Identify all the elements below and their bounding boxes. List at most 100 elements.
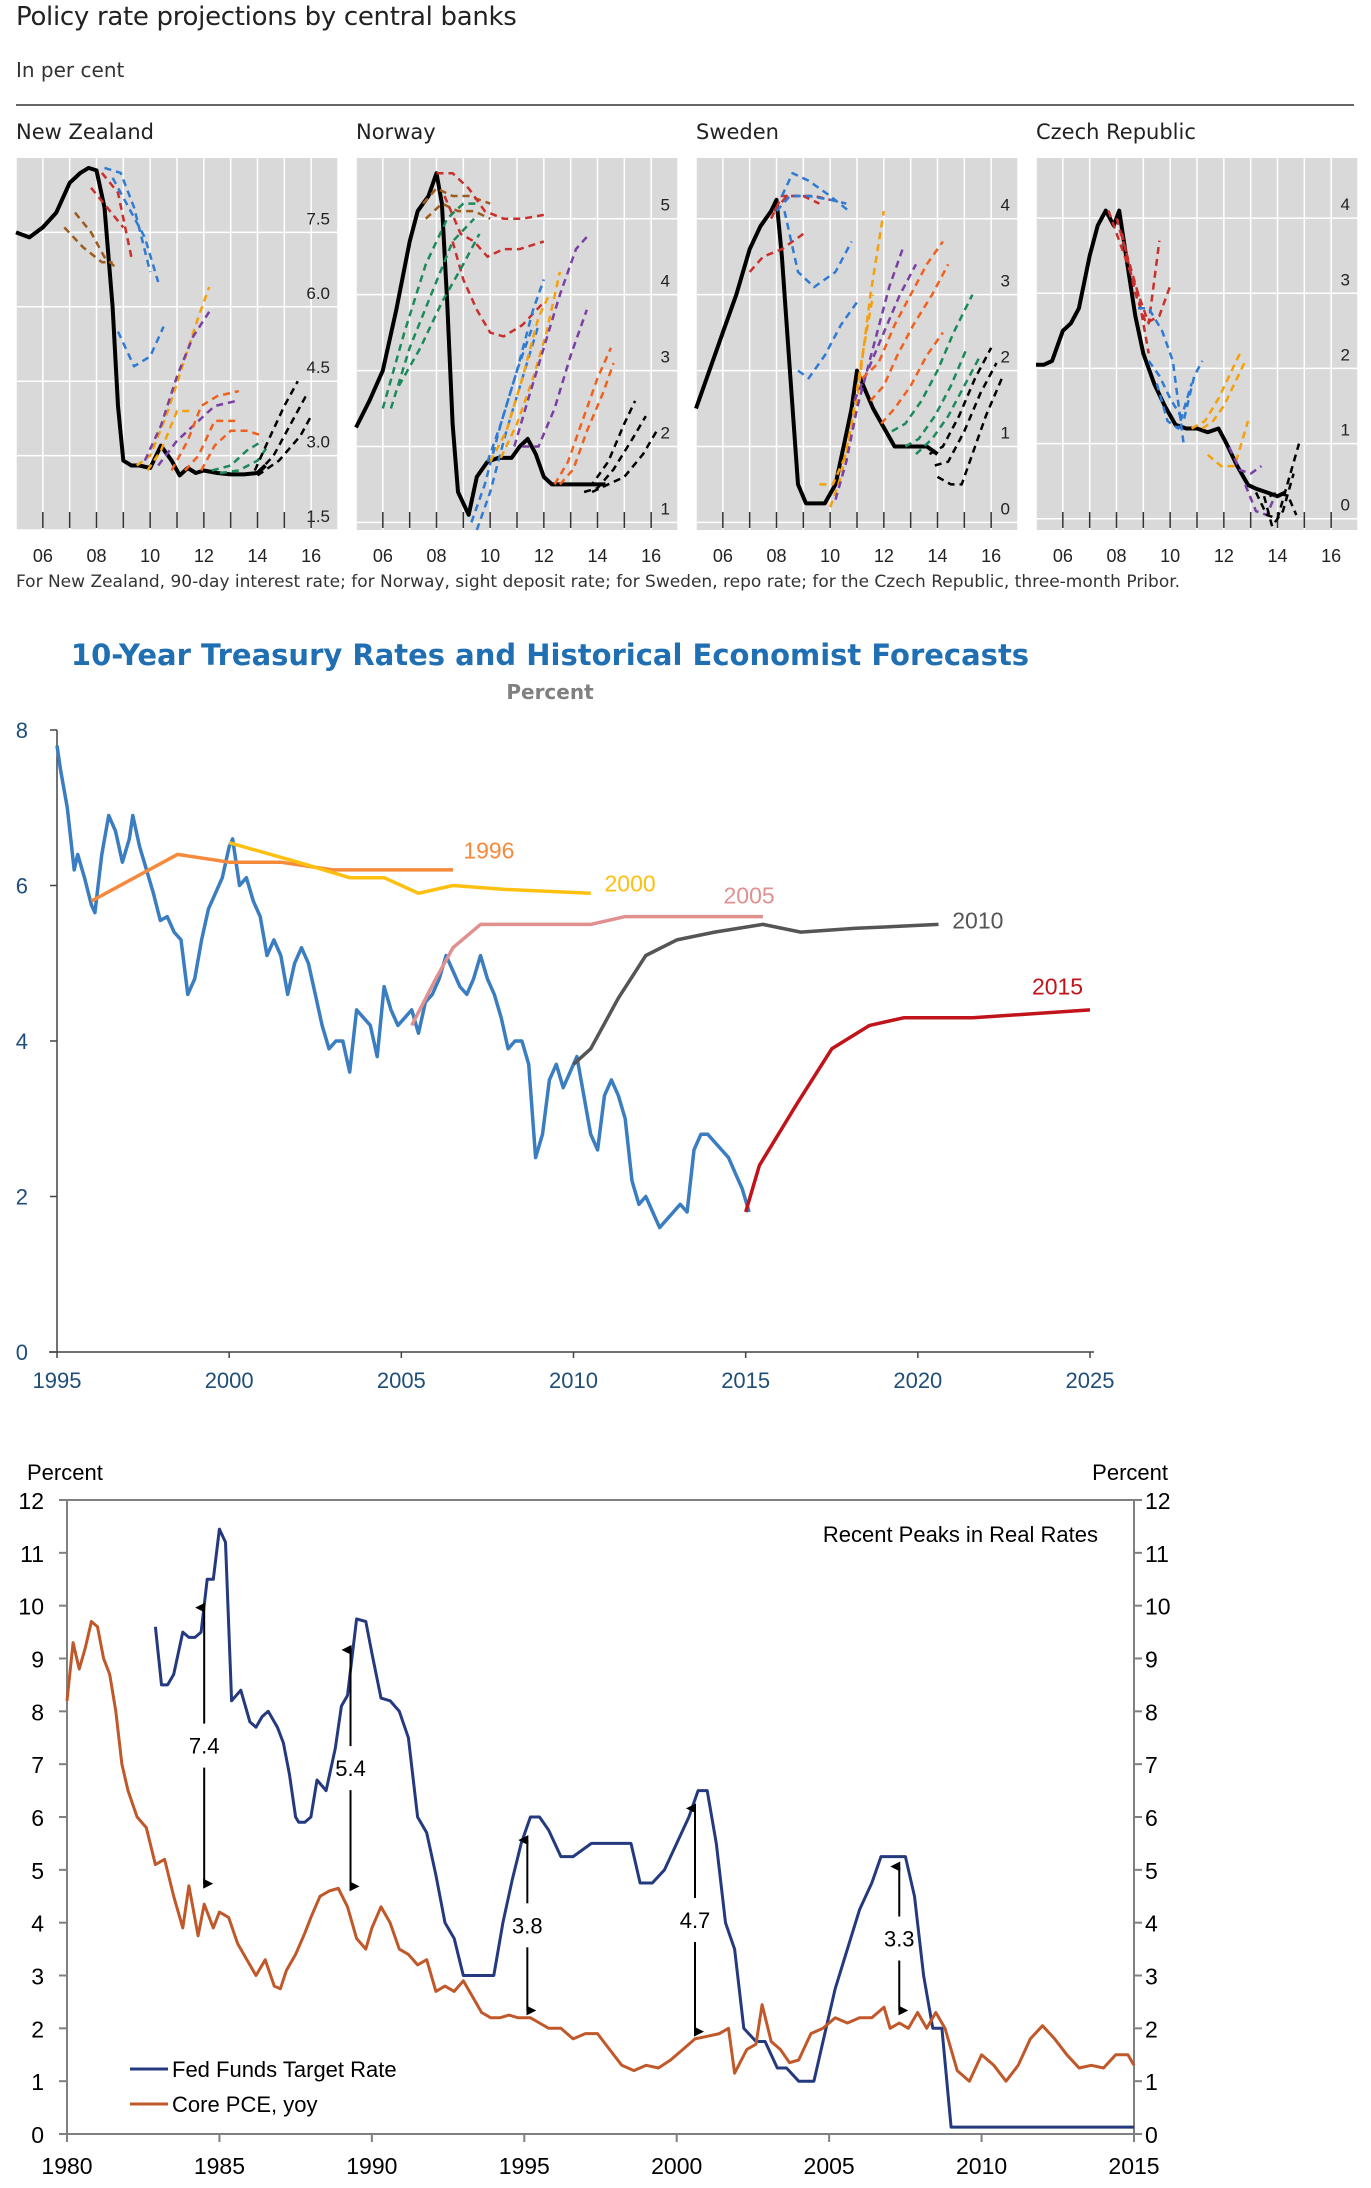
y-tick-label: 5 [31,1858,44,1884]
y-tick-label: 4 [1341,195,1350,214]
projection-line [1201,360,1247,430]
y-tick-label: 4 [661,272,670,291]
y-tick-label: 3 [661,348,670,367]
y-tick-label: 3 [1001,272,1010,291]
real-rate-gap-label: 7.4 [189,1734,220,1759]
projection-line [1190,352,1242,430]
projection-line [1244,484,1276,517]
projection-line [513,233,591,447]
projection-line [915,354,982,456]
projection-line [891,294,974,433]
x-tick-label: 14 [247,546,267,566]
x-tick-label: 2000 [651,2153,702,2179]
projection-line [780,171,850,213]
projection-line [219,444,270,475]
projection-line [256,395,307,474]
projection-line [1115,217,1161,325]
forecast-line-2015 [744,1008,1091,1213]
projection-line [1147,360,1204,423]
treasury-rate-line [55,745,751,1230]
x-tick-label: 16 [641,546,661,566]
projection-line [489,294,551,463]
y-tick-label: 9 [31,1647,44,1673]
projection-line [443,195,545,258]
projection-line [157,399,237,467]
figure1-subtitle: In per cent [16,58,125,82]
projection-line [116,326,165,368]
legend-label: Core PCE, yoy [172,2092,318,2117]
y-tick-label: 3 [31,1964,44,1990]
projection-line [381,202,477,409]
x-tick-label: 10 [480,546,500,566]
y-tick-label: 8 [31,1699,44,1725]
projection-line [748,232,805,273]
forecast-label: 1996 [463,837,514,863]
real-rate-gap-label: 5.4 [335,1756,366,1781]
projection-line [591,430,658,494]
projection-line [1206,420,1250,468]
forecast-label: 2005 [724,882,775,908]
y-tick-label-right: 9 [1145,1647,1158,1673]
y-tick-label-right: 10 [1145,1594,1171,1620]
y-tick-label: 1 [661,499,670,518]
y-tick-label: 4 [1001,196,1010,215]
y-tick-label: 2 [16,1185,28,1210]
y-tick-label: 0 [1341,496,1350,515]
x-tick-label: 16 [301,546,321,566]
x-tick-label: 08 [766,546,786,566]
projection-line [143,311,211,462]
projection-line [797,301,859,380]
projection-line [783,210,853,289]
projection-line [475,324,540,531]
projection-line [146,409,194,472]
y-tick-label: 4 [31,1911,44,1937]
projection-line [558,362,615,486]
x-tick-label: 1990 [346,2153,397,2179]
y-tick-label-right: 3 [1145,1964,1158,1990]
projection-line [928,347,993,456]
y-tick-label-right: 1 [1145,2069,1158,2095]
projection-line [880,331,944,425]
chart-treasury-forecasts: 0 2 4 6 8 1995 2000 2005 2010 2015 2020 2025 1996 200… [16,718,1115,1393]
projection-line [934,362,998,467]
x-tick-label: 2010 [549,1368,598,1393]
projection-line [1228,446,1263,475]
fed-funds-line [153,1527,1134,2129]
legend-label: Fed Funds Target Rate [172,2057,397,2082]
x-tick-label: 10 [820,546,840,566]
y-tick-label: 11 [20,1541,44,1567]
projection-line [111,177,160,283]
y-tick-label-right: 12 [1145,1488,1171,1514]
projection-line [936,377,1004,486]
projection-line [200,429,264,472]
x-tick-label: 16 [981,546,1001,566]
x-tick-label: 2000 [205,1368,254,1393]
projection-line [829,294,875,508]
projection-line [499,271,562,459]
projection-line [451,241,545,338]
forecast-label: 2010 [952,907,1003,933]
x-tick-label: 1980 [41,2153,92,2179]
projection-line [553,347,613,486]
projection-line [104,166,152,273]
projection-line [861,240,944,380]
projection-line [424,202,491,220]
forecast-line-1996 [90,852,453,903]
y-tick-label-right: 4 [1145,1911,1158,1937]
chart-title: Recent Peaks in Real Rates [823,1522,1098,1547]
y-tick-label-right: 0 [1145,2122,1158,2148]
figure1-title: Policy rate projections by central banks [16,2,517,32]
x-tick-label: 06 [373,546,393,566]
projection-line [389,217,476,409]
actual-rate-line [1036,208,1287,499]
projection-line [397,233,481,387]
x-tick-label: 08 [86,546,106,566]
x-tick-label: 2020 [893,1368,942,1393]
y-tick-label: 0 [31,2122,44,2148]
x-tick-label: 16 [1321,546,1341,566]
x-tick-label: 1985 [194,2153,245,2179]
projection-line [256,415,313,477]
